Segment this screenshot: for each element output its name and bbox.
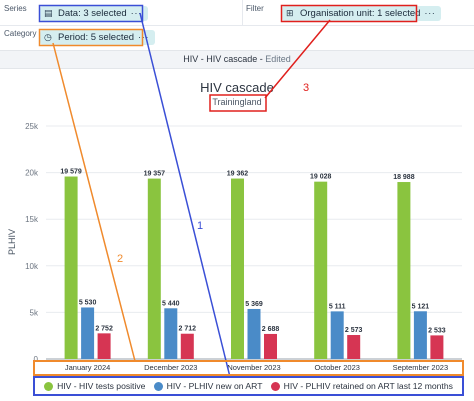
data-label: 5 440 — [162, 300, 180, 307]
chip-more-icon[interactable]: ··· — [138, 32, 150, 43]
chart-bars: 19 579 5 530 2 752 19 357 5 440 2 712 19 362 5 … — [60, 169, 446, 359]
legend-label: HIV - HIV tests positive — [57, 381, 146, 391]
legend-swatch — [270, 381, 280, 391]
data-label: 19 357 — [144, 171, 166, 178]
data-label: 2 533 — [428, 327, 446, 334]
series-axis-label: Series — [4, 4, 27, 13]
data-label: 2 752 — [95, 325, 113, 332]
title-separator: - — [257, 54, 266, 64]
y-axis-title: PLHIV — [7, 229, 17, 255]
data-label: 5 121 — [412, 303, 430, 310]
series-data-chip[interactable]: ▤ Data: 3 selected ··· — [40, 6, 148, 21]
chip-more-icon[interactable]: ··· — [130, 8, 142, 19]
annotation-label-3: 3 — [303, 82, 310, 94]
bar — [81, 307, 95, 359]
legend-swatch — [153, 381, 163, 391]
annotation-box-category — [38, 28, 144, 47]
legend-item[interactable]: HIV - PLHIV new on ART — [153, 381, 263, 391]
annotation-label-1: 1 — [197, 220, 204, 232]
clock-icon: ◷ — [44, 32, 52, 42]
bar — [347, 335, 361, 359]
chart-subtitle: Trainingland — [212, 97, 262, 107]
data-label: 5 369 — [245, 301, 263, 308]
category-axis-label: Category — [4, 29, 37, 38]
x-tick-label: September 2023 — [393, 363, 448, 372]
annotation-line-filter — [264, 19, 331, 99]
y-tick-label: 5k — [30, 308, 39, 317]
data-label: 19 579 — [60, 169, 82, 176]
annotation-line-category — [52, 42, 136, 362]
bar — [64, 176, 78, 359]
y-tick-label: 10k — [25, 262, 39, 271]
data-label: 2 712 — [179, 326, 197, 333]
y-tick-label: 15k — [25, 215, 39, 224]
filter-chip-label: Organisation unit: 1 selected — [300, 8, 421, 19]
legend-label: HIV - PLHIV new on ART — [166, 381, 263, 391]
category-period-chip[interactable]: ◷ Period: 5 selected ··· — [40, 30, 156, 45]
data-label: 5 111 — [329, 303, 346, 310]
y-axis-ticks: 0 5k 10k 15k 20k 25k — [25, 122, 39, 364]
data-label: 5 530 — [79, 299, 97, 306]
bar — [164, 308, 178, 359]
data-label: 2 573 — [345, 327, 363, 334]
category-chip-label: Period: 5 selected — [58, 32, 135, 43]
x-axis-labels: January 2024 December 2023 November 2023 Oc… — [65, 363, 448, 372]
legend-swatch — [44, 381, 54, 391]
bar — [147, 178, 161, 359]
axis-divider — [0, 25, 474, 26]
bar — [430, 335, 444, 359]
y-tick-label: 0 — [34, 355, 39, 364]
bar — [231, 178, 244, 359]
annotation-box-xaxis — [33, 360, 464, 376]
axis-divider — [242, 0, 243, 25]
annotation-line-series — [139, 12, 231, 378]
bar — [97, 333, 111, 359]
annotation-overlay — [33, 4, 464, 396]
bar — [180, 333, 194, 359]
data-label: 19 028 — [310, 174, 332, 181]
chart-legend: HIV - HIV tests positive HIV - PLHIV new … — [34, 377, 463, 395]
data-label: 2 688 — [262, 326, 280, 333]
x-tick-label: October 2023 — [314, 363, 359, 372]
annotation-box-subtitle — [209, 94, 267, 112]
annotation-label-2: 2 — [117, 253, 124, 265]
bar — [247, 308, 261, 359]
legend-label: HIV - PLHIV retained on ART last 12 mont… — [283, 381, 453, 391]
x-tick-label: January 2024 — [65, 363, 110, 372]
database-icon: ▤ — [44, 8, 53, 18]
annotation-box-legend — [33, 376, 464, 396]
bar — [413, 311, 427, 359]
chip-more-icon[interactable]: ··· — [424, 8, 436, 19]
filter-orgunit-chip[interactable]: ⊞ Organisation unit: 1 selected ··· — [282, 6, 442, 21]
annotation-box-filter — [280, 4, 418, 23]
legend-item[interactable]: HIV - PLHIV retained on ART last 12 mont… — [270, 381, 453, 391]
x-tick-label: November 2023 — [227, 363, 280, 372]
visualization-title-bar: HIV - HIV cascade - Edited — [0, 50, 474, 69]
legend-item[interactable]: HIV - HIV tests positive — [44, 381, 145, 391]
x-tick-label: December 2023 — [144, 363, 197, 372]
chart-title: HIV cascade — [200, 80, 274, 95]
y-tick-label: 25k — [25, 122, 39, 131]
annotation-box-series — [38, 4, 144, 23]
edited-status: Edited — [265, 54, 291, 64]
visualization-name: HIV - HIV cascade — [183, 54, 258, 64]
filter-axis-label: Filter — [246, 4, 264, 13]
data-label: 18 988 — [393, 174, 415, 181]
y-tick-label: 20k — [25, 169, 39, 178]
bar — [397, 182, 411, 359]
bar — [264, 333, 277, 359]
series-chip-label: Data: 3 selected — [58, 8, 127, 19]
data-label: 19 362 — [227, 171, 249, 178]
bar — [314, 181, 328, 359]
bar — [330, 311, 344, 359]
hierarchy-icon: ⊞ — [286, 8, 294, 18]
